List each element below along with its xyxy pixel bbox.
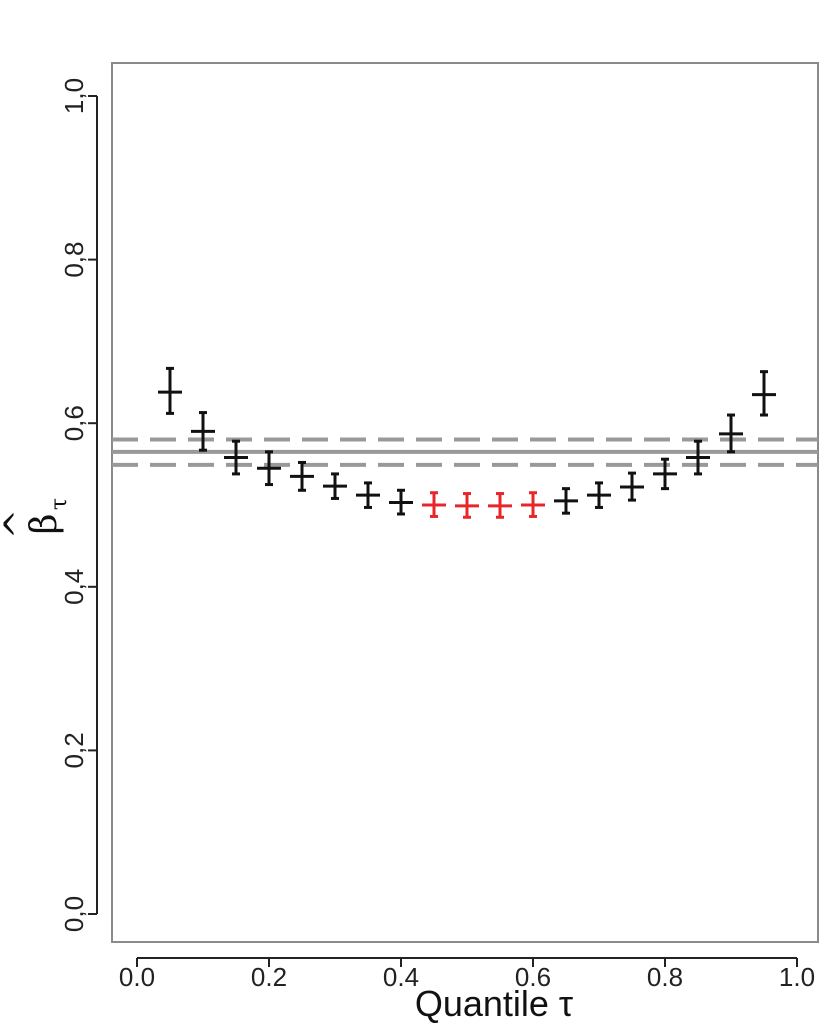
- data-point: [554, 487, 578, 515]
- y-tick-label: 1,0: [59, 78, 89, 114]
- x-tick-label: 0.0: [119, 962, 155, 992]
- data-points: [158, 366, 776, 519]
- y-tick-label: 0,2: [59, 732, 89, 768]
- x-axis-title: Quantile τ: [415, 983, 573, 1024]
- x-axis: 0.0 0.2 0.4 0.6 0.8 1.0: [119, 957, 815, 992]
- data-point: [752, 370, 776, 417]
- data-point: [719, 413, 743, 454]
- plot-frame: [111, 62, 819, 943]
- y-axis-title-hat: ^: [0, 509, 39, 539]
- x-tick-label: 0.8: [647, 962, 683, 992]
- data-point: [290, 460, 314, 492]
- data-point: [488, 492, 512, 519]
- data-point: [224, 439, 248, 476]
- x-tick-label: 0.2: [251, 962, 287, 992]
- y-tick-label: 0,8: [59, 242, 89, 278]
- data-point: [257, 450, 281, 487]
- y-axis-title-symbol: β: [24, 514, 65, 535]
- x-tick-label: 0.4: [383, 962, 419, 992]
- data-point: [389, 488, 413, 516]
- y-axis: 0,0 0,2 0,4 0,6 0,8 1,0: [59, 78, 98, 932]
- y-axis-title-subscript: τ: [47, 498, 72, 510]
- data-point: [521, 491, 545, 518]
- data-point: [455, 492, 479, 519]
- data-point: [323, 472, 347, 500]
- x-tick-label: 0.6: [515, 962, 551, 992]
- data-point: [158, 366, 182, 415]
- reference-lines: [112, 437, 818, 467]
- data-point: [587, 481, 611, 509]
- data-point: [356, 481, 380, 509]
- y-axis-title: β ^ τ: [0, 498, 72, 539]
- data-point: [653, 457, 677, 491]
- data-point: [422, 491, 446, 518]
- data-point: [686, 439, 710, 476]
- y-tick-label: 0,6: [59, 405, 89, 441]
- data-point: [191, 411, 215, 452]
- y-tick-label: 0,4: [59, 569, 89, 605]
- x-tick-label: 1.0: [779, 962, 815, 992]
- y-tick-label: 0,0: [59, 896, 89, 932]
- data-point: [620, 471, 644, 502]
